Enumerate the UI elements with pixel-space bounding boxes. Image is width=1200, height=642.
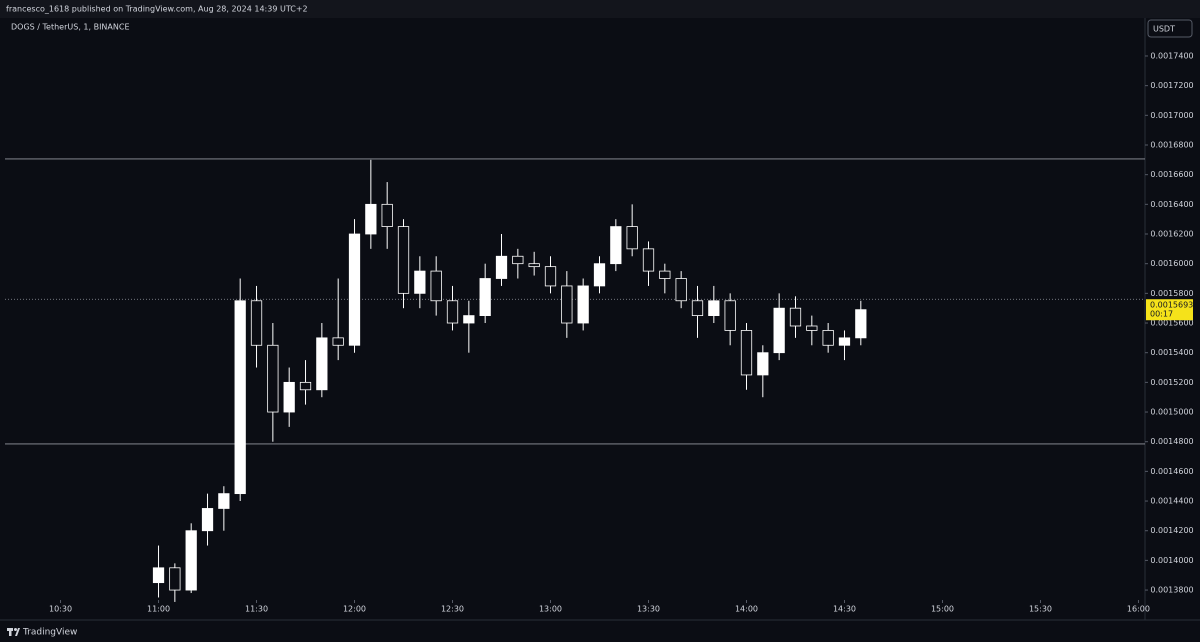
candle-body [544,266,557,287]
candle-body [283,381,295,413]
chart-title: DOGS / TetherUS, 1, BINANCE [11,23,130,32]
candle-body [577,285,589,324]
x-tick-label: 11:30 [245,605,268,614]
candle-body [740,330,753,376]
candle-body [299,381,312,391]
tv-logo [7,628,20,636]
candle-body [348,233,361,346]
candle-body [218,493,230,509]
candle-body [675,278,687,302]
y-tick-label: 0.0016400 [1150,200,1193,209]
countdown: 00:17 [1150,310,1173,319]
candle-body [593,263,606,287]
candle-body [773,307,785,354]
candle-body [724,300,736,331]
y-tick-label: 0.0014400 [1150,497,1193,506]
candle-body [708,300,720,317]
y-tick-label: 0.0017400 [1150,51,1193,60]
top-bar [0,0,1200,18]
y-tick-label: 0.0016200 [1150,230,1193,239]
y-tick-label: 0.0014200 [1150,526,1193,535]
candle-body [316,337,328,391]
y-tick-label: 0.0016000 [1150,259,1193,268]
x-tick-label: 13:30 [637,605,660,614]
x-tick-label: 14:00 [735,605,758,614]
candle-body [789,307,802,327]
y-tick-label: 0.0015400 [1150,348,1193,357]
candle-body [479,278,491,317]
candle-body [365,203,377,235]
x-tick-label: 12:30 [441,605,464,614]
currency[interactable]: USDT [1153,25,1175,34]
candle-body [838,337,851,346]
candle-body [561,285,573,324]
candle-body [528,263,540,268]
x-tick-label: 15:00 [931,605,954,614]
x-tick-label: 10:30 [49,605,72,614]
candle-body [169,567,181,591]
candle-body [234,300,246,495]
candle-body [495,255,508,279]
x-tick-label: 12:00 [343,605,366,614]
y-tick-label: 0.0017200 [1150,81,1193,90]
footer-brand: TradingView [22,628,77,638]
candle-body [332,337,344,346]
x-tick-label: 15:30 [1029,605,1052,614]
y-tick-label: 0.0014000 [1150,556,1193,565]
candle-body [855,309,867,339]
candle-body [642,248,655,272]
candle-body [463,315,475,324]
candle-body [446,300,459,324]
candle-body [397,226,410,294]
candle-body [757,352,769,376]
y-tick-label: 0.0015200 [1150,378,1193,387]
y-tick-label: 0.0014600 [1150,467,1193,476]
candle-body [250,300,263,346]
last-price-box [1146,299,1193,321]
y-tick-label: 0.0016800 [1150,140,1193,149]
candle-body [414,270,426,294]
currency-box[interactable] [1147,19,1193,38]
y-tick-label: 0.0015800 [1150,289,1193,298]
publisher: francesco_1618 published on TradingView.… [6,5,308,14]
x-tick-label: 14:30 [833,605,856,614]
candle-body [185,530,197,591]
candle-body [201,508,214,532]
candle-body [822,330,834,346]
candle-body [806,325,818,331]
y-tick-label: 0.0015600 [1150,319,1193,328]
candle-body [152,567,165,584]
candle-body [610,226,622,265]
x-tick-label: 11:00 [147,605,170,614]
candle-body [691,300,704,317]
x-tick-label: 16:00 [1127,605,1150,614]
candle-body [430,270,442,302]
last-price: 0.0015693 [1150,301,1193,310]
y-tick-label: 0.0014800 [1150,437,1193,446]
candle-body [512,255,524,265]
y-tick-label: 0.0016600 [1150,170,1193,179]
y-tick-label: 0.0013800 [1150,586,1193,595]
y-tick-label: 0.0015000 [1150,408,1193,417]
x-tick-label: 13:00 [539,605,562,614]
candle-body [267,344,279,413]
candle-body [659,270,671,279]
y-tick-label: 0.0017000 [1150,111,1193,120]
candle-body [626,226,638,250]
candle-body [381,203,393,227]
